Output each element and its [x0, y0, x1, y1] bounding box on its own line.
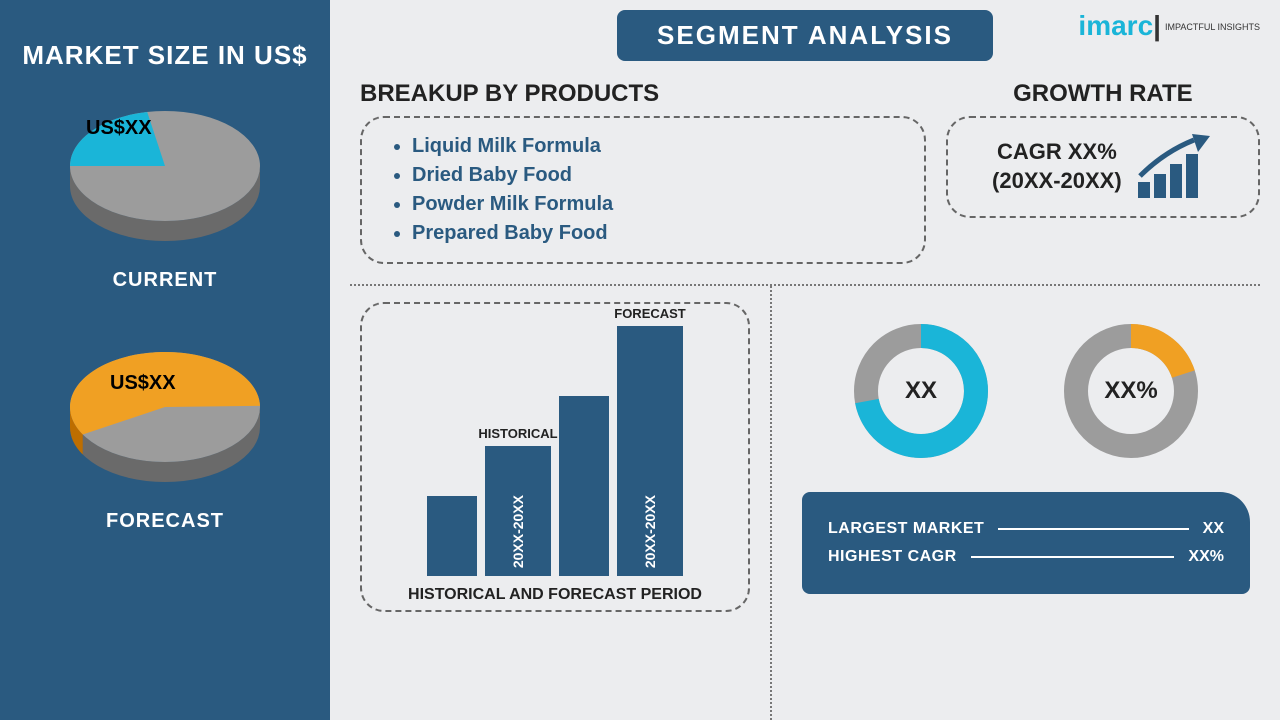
growth-text: CAGR XX% (20XX-20XX) [992, 138, 1122, 195]
bar [427, 496, 477, 576]
pie-forecast: US$XX [50, 332, 280, 502]
product-item: Liquid Milk Formula [412, 132, 898, 161]
info-value: XX [1203, 520, 1224, 538]
pie-current-svg [50, 91, 280, 261]
stats-panel: XX XX% LARGEST MARKET XX HIGHEST CAGR XX% [772, 286, 1280, 720]
market-size-title: MARKET SIZE IN US$ [22, 40, 307, 71]
pie-forecast-label: US$XX [110, 372, 176, 395]
info-row: LARGEST MARKET XX [828, 520, 1224, 538]
bar-chart-area: HISTORICAL20XX-20XXFORECAST20XX-20XX [427, 316, 683, 576]
market-size-panel: MARKET SIZE IN US$ US$XX CURRENT US$XX F… [0, 0, 330, 720]
pie-current-caption: CURRENT [113, 269, 218, 292]
donut-right-value: XX% [1056, 316, 1206, 466]
growth-line2: (20XX-20XX) [992, 167, 1122, 196]
right-area: SEGMENT ANALYSIS imarc|IMPACTFUL INSIGHT… [330, 0, 1280, 720]
info-line [998, 528, 1188, 530]
lower-row: HISTORICAL20XX-20XXFORECAST20XX-20XX HIS… [330, 286, 1280, 720]
bar [559, 396, 609, 576]
growth-title: GROWTH RATE [946, 80, 1260, 108]
pie-forecast-svg [50, 332, 280, 502]
segment-analysis-title: SEGMENT ANALYSIS [617, 10, 993, 61]
growth-card: CAGR XX% (20XX-20XX) [946, 116, 1260, 218]
pie-current: US$XX [50, 91, 280, 261]
bar-chart-card: HISTORICAL20XX-20XXFORECAST20XX-20XX HIS… [360, 302, 750, 612]
info-value: XX% [1188, 548, 1224, 566]
brand-logo: imarc|IMPACTFUL INSIGHTS [1078, 10, 1260, 42]
bar: FORECAST20XX-20XX [617, 326, 683, 576]
info-card: LARGEST MARKET XX HIGHEST CAGR XX% [802, 492, 1250, 594]
breakup-title: BREAKUP BY PRODUCTS [360, 80, 926, 108]
header-row: SEGMENT ANALYSIS imarc|IMPACTFUL INSIGHT… [330, 0, 1280, 70]
info-line [971, 556, 1175, 558]
bar: HISTORICAL20XX-20XX [485, 446, 551, 576]
pie-forecast-caption: FORECAST [106, 510, 224, 533]
bar-top-label: HISTORICAL [478, 426, 557, 441]
growth-arrow-icon [1134, 132, 1214, 202]
pie-current-label: US$XX [86, 117, 152, 140]
donut-row: XX XX% [802, 316, 1250, 466]
bar-period-label: 20XX-20XX [642, 495, 658, 568]
donut-left: XX [846, 316, 996, 466]
bar-top-label: FORECAST [614, 306, 686, 321]
donut-right: XX% [1056, 316, 1206, 466]
upper-row: BREAKUP BY PRODUCTS Liquid Milk FormulaD… [330, 70, 1280, 264]
logo-text: imarc [1078, 10, 1153, 41]
product-item: Powder Milk Formula [412, 190, 898, 219]
bar-chart-caption: HISTORICAL AND FORECAST PERIOD [408, 586, 702, 604]
growth-line1: CAGR XX% [992, 138, 1122, 167]
product-list: Liquid Milk FormulaDried Baby FoodPowder… [388, 132, 898, 248]
bar-period-label: 20XX-20XX [510, 495, 526, 568]
info-row: HIGHEST CAGR XX% [828, 548, 1224, 566]
info-label: LARGEST MARKET [828, 520, 984, 538]
logo-subtext: IMPACTFUL INSIGHTS [1165, 23, 1260, 33]
donut-left-value: XX [846, 316, 996, 466]
breakup-section: BREAKUP BY PRODUCTS Liquid Milk FormulaD… [360, 80, 926, 264]
product-item: Dried Baby Food [412, 161, 898, 190]
bar-chart-panel: HISTORICAL20XX-20XXFORECAST20XX-20XX HIS… [330, 286, 770, 720]
growth-section: GROWTH RATE CAGR XX% (20XX-20XX) [946, 80, 1260, 264]
breakup-card: Liquid Milk FormulaDried Baby FoodPowder… [360, 116, 926, 264]
product-item: Prepared Baby Food [412, 219, 898, 248]
info-label: HIGHEST CAGR [828, 548, 957, 566]
